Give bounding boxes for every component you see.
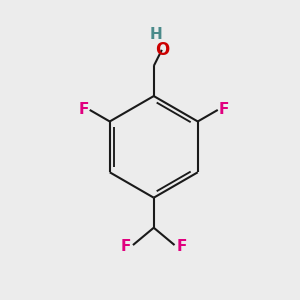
Text: O: O [155, 41, 169, 59]
Text: F: F [176, 239, 187, 254]
Text: F: F [218, 102, 229, 117]
Text: H: H [150, 27, 162, 42]
Text: F: F [79, 102, 89, 117]
Text: F: F [121, 239, 131, 254]
